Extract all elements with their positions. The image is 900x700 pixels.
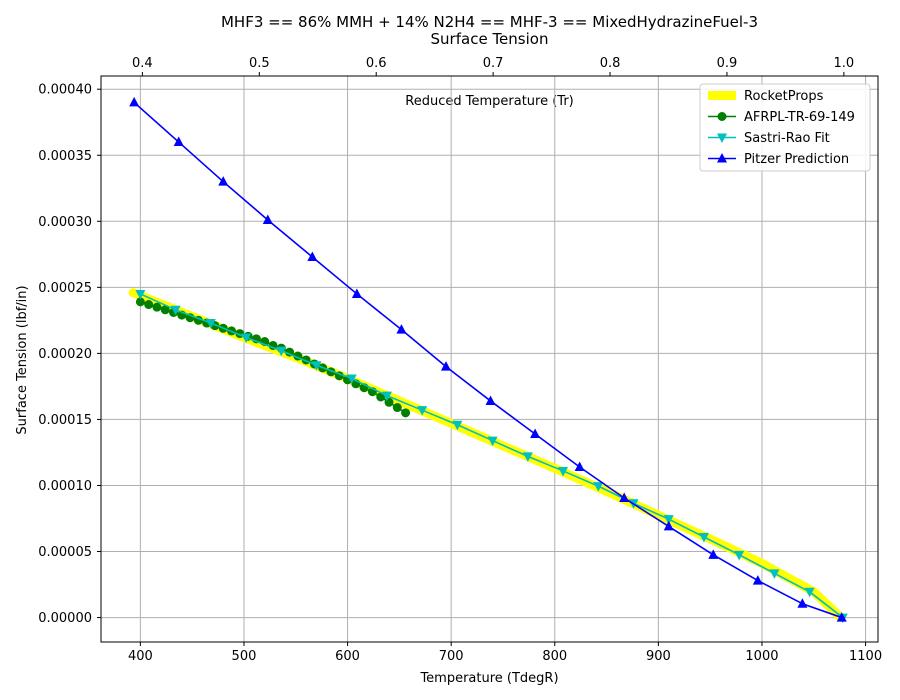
data-point-sastri-rao-fit [135,289,146,300]
series-line-rocketprops [128,288,846,623]
y-axis-label: Surface Tension (lbf/in) [15,285,30,434]
data-point-sastri-rao-fit [522,452,533,462]
data-point-pitzer-prediction [307,251,318,261]
data-point-sastri-rao-fit [487,436,498,447]
data-point-pitzer-prediction [351,288,362,298]
data-point-sastri-rao-fit [381,391,392,402]
data-point-afrpl-tr-69-149 [376,392,386,402]
data-point-pitzer-prediction [752,575,763,585]
x2-tick-label: 0.8 [600,56,621,71]
data-point-pitzer-prediction [574,461,585,471]
x2-axis-label: Reduced Temperature (Tr) [405,94,573,109]
data-point-sastri-rao-fit [417,406,428,416]
grid [101,76,878,642]
data-point-sastri-rao-fit [276,346,287,357]
legend-label-sastri-rao-fit: Sastri-Rao Fit [744,131,830,146]
data-point-afrpl-tr-69-149 [384,397,394,407]
legend-marker-afrpl-tr-69-149 [717,112,727,121]
data-point-pitzer-prediction [663,520,674,531]
data-point-pitzer-prediction [485,395,496,405]
data-point-sastri-rao-fit [593,482,604,492]
data-point-afrpl-tr-69-149 [392,403,402,413]
y-tick-label: 0.00025 [38,281,92,296]
data-point-pitzer-prediction [218,176,229,186]
chart-subtitle: Surface Tension [431,30,549,48]
legend-label-afrpl-tr-69-149: AFRPL-TR-69-149 [744,110,855,125]
data-point-sastri-rao-fit [663,515,674,525]
y-tick-label: 0.00010 [38,479,92,494]
x2-tick-label: 0.6 [366,56,387,71]
x-tick-label: 800 [542,649,567,664]
x2-tick-label: 1.0 [834,56,855,71]
data-point-afrpl-tr-69-149 [152,302,162,312]
data-point-pitzer-prediction [797,598,808,608]
x-tick-label: 900 [646,649,671,664]
data-point-sastri-rao-fit [205,319,216,329]
x2-tick-label: 0.9 [717,56,738,71]
legend-label-rocketprops: RocketProps [744,89,824,104]
y-tick-label: 0.00000 [38,611,92,626]
data-point-sastri-rao-fit [241,333,252,344]
plot-frame [100,75,879,643]
data-point-afrpl-tr-69-149 [144,300,154,310]
data-point-pitzer-prediction [262,214,273,224]
data-point-sastri-rao-fit [452,420,463,431]
data-point-pitzer-prediction [708,549,719,559]
data-point-pitzer-prediction [396,324,407,334]
series-layer [128,96,848,624]
data-point-afrpl-tr-69-149 [160,305,170,315]
data-point-sastri-rao-fit [311,361,322,371]
data-point-sastri-rao-fit [698,532,709,543]
data-point-pitzer-prediction [836,612,847,622]
y-tick-label: 0.00040 [38,83,92,98]
x-tick-label: 500 [232,649,257,664]
y-tick-label: 0.00030 [38,215,92,230]
legend-box [699,83,871,172]
series-afrpl-tr-69-149 [135,297,411,418]
data-point-sastri-rao-fit [558,466,569,477]
data-point-pitzer-prediction [173,136,184,147]
x-tick-label: 600 [335,649,360,664]
series-sastri-rao-fit [135,289,848,624]
data-point-sastri-rao-fit [734,550,745,561]
legend-marker-sastri-rao-fit [717,133,727,143]
y-tick-label: 0.00005 [38,545,92,560]
data-point-afrpl-tr-69-149 [135,297,145,307]
series-rocketprops [128,288,846,623]
series-pitzer-prediction [129,96,847,622]
data-point-pitzer-prediction [530,428,541,438]
data-point-sastri-rao-fit [346,374,357,384]
data-point-afrpl-tr-69-149 [401,408,411,418]
data-point-sastri-rao-fit [804,587,815,598]
x-tick-label: 1000 [745,649,778,664]
legend-label-pitzer-prediction: Pitzer Prediction [744,152,849,167]
ticks: 400 500 600 700 800 900 1000 1100 0.4 0.5 0.6 0.7 0.… [38,56,882,664]
y-tick-label: 0.00015 [38,413,92,428]
data-point-sastri-rao-fit [769,569,780,579]
x-tick-label: 700 [439,649,464,664]
y-tick-label: 0.00035 [38,149,92,164]
data-point-pitzer-prediction [129,96,140,107]
y-tick-label: 0.00020 [38,347,92,362]
data-point-pitzer-prediction [619,492,630,503]
x-tick-label: 400 [128,649,153,664]
x-tick-label: 1100 [849,649,882,664]
legend-marker-pitzer-prediction [717,153,727,163]
data-point-pitzer-prediction [440,361,451,371]
x2-tick-label: 0.4 [132,56,153,71]
x-axis-label: Temperature (TdegR) [419,671,558,686]
data-point-sastri-rao-fit [170,305,181,316]
legend: RocketProps AFRPL-TR-69-149 Sastri-Rao Fit… [699,83,871,172]
series-line-pitzer-prediction [133,101,843,619]
x2-tick-label: 0.7 [483,56,504,71]
x2-tick-label: 0.5 [249,56,270,71]
chart-title: MHF3 == 86% MMH + 14% N2H4 == MHF-3 == M… [221,13,758,31]
